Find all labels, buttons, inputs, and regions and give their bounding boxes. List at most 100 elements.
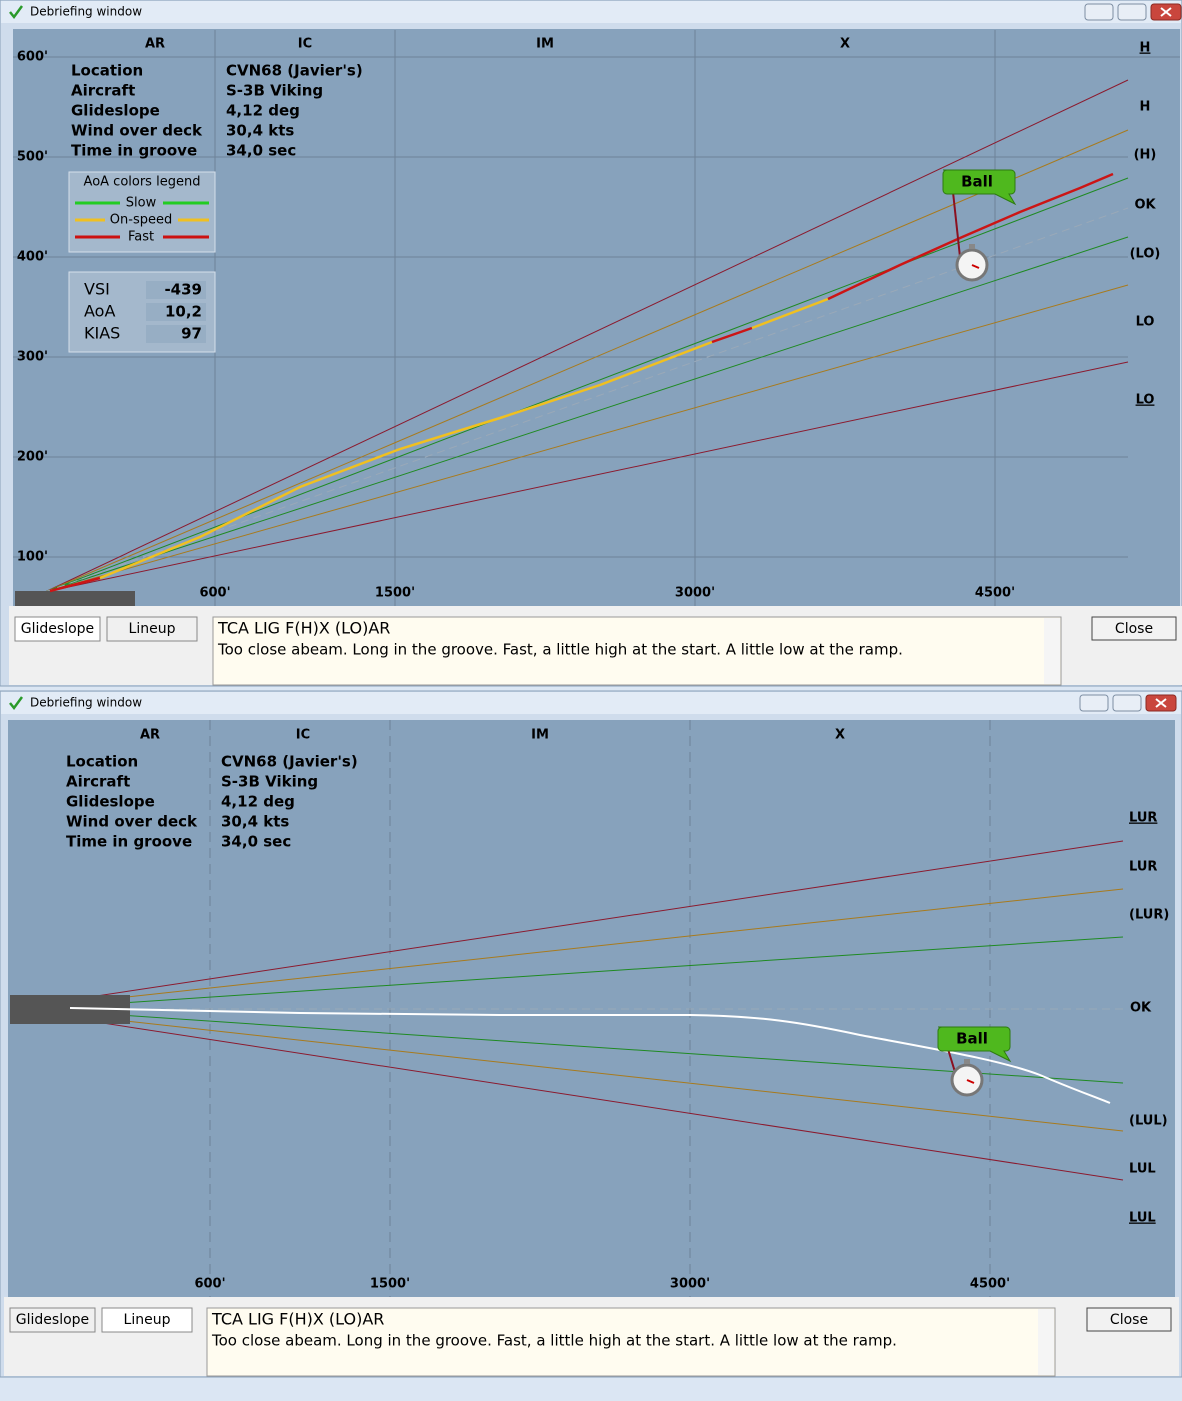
tab[interactable] — [106, 616, 198, 642]
deviation-label: OK — [1134, 198, 1156, 213]
line — [44, 284, 1129, 593]
readout-field — [146, 281, 206, 299]
x-axis-label: 600' — [199, 586, 230, 601]
y-axis-label: 200' — [17, 450, 48, 465]
deviation-label: OK — [1130, 1001, 1152, 1016]
y-axis-label: 300' — [17, 350, 48, 365]
aoa-legend-title: AoA colors legend — [84, 175, 201, 190]
comment-box — [206, 1307, 1056, 1377]
phase-label: IM — [536, 37, 554, 52]
phase-label: AR — [140, 728, 160, 743]
line — [44, 361, 1129, 593]
info-label: Glideslope — [71, 102, 160, 120]
maximize-button[interactable] — [1117, 3, 1147, 21]
tab[interactable] — [9, 1307, 96, 1333]
readout-value: -439 — [164, 281, 202, 299]
y-axis-label: 400' — [17, 250, 48, 265]
app-icon — [9, 5, 24, 20]
phase-label: X — [835, 728, 845, 743]
ball-label: Ball — [961, 173, 993, 191]
info-label: Location — [71, 62, 143, 80]
info-label: Wind over deck — [66, 813, 198, 831]
phase-label: X — [840, 37, 850, 52]
close-x — [1160, 7, 1172, 17]
phase-label: AR — [145, 37, 165, 52]
info-value: CVN68 (Javier's) — [221, 753, 358, 771]
deviation-label: H — [1140, 41, 1151, 56]
deviation-label: (LO) — [1130, 247, 1161, 262]
x-axis-label: 4500' — [970, 1277, 1010, 1292]
line — [44, 236, 1129, 593]
stopwatch-hand — [971, 264, 980, 269]
comment-box — [212, 616, 1062, 686]
tab-label: Glideslope — [21, 621, 94, 637]
phase-label: IM — [531, 728, 549, 743]
deviation-label: LO — [1136, 393, 1155, 408]
deviation-label: LUR — [1129, 811, 1157, 826]
info-value: 30,4 kts — [221, 813, 289, 831]
stopwatch-hand — [966, 1079, 975, 1084]
ball-pin — [947, 1048, 956, 1073]
window-title: Debriefing window — [30, 5, 142, 19]
x-axis-label: 3000' — [675, 586, 715, 601]
readout-field — [146, 303, 206, 321]
aoa-legend-item: Fast — [128, 230, 154, 245]
phase-label: IC — [296, 728, 310, 743]
stopwatch-crown — [969, 244, 975, 249]
tab[interactable] — [14, 616, 101, 642]
info-value: 34,0 sec — [221, 833, 291, 851]
line — [89, 888, 1124, 1002]
info-label: Wind over deck — [71, 122, 203, 140]
maximize-button[interactable] — [1112, 694, 1142, 712]
info-label: Aircraft — [71, 82, 135, 100]
aoa-legend-box — [68, 171, 216, 253]
close-button[interactable] — [1086, 1307, 1172, 1332]
info-label: Time in groove — [66, 833, 192, 851]
tab[interactable] — [101, 1307, 193, 1333]
line — [44, 79, 1129, 593]
info-value: 30,4 kts — [226, 122, 294, 140]
aoa-legend-item: On-speed — [110, 213, 172, 228]
scrollbar — [1044, 618, 1060, 684]
y-axis-label: 600' — [17, 50, 48, 65]
trajectory — [69, 1007, 1111, 1104]
tab-label: Glideslope — [16, 1312, 89, 1328]
plot-area — [8, 720, 1175, 1297]
x-axis-label: 4500' — [975, 586, 1015, 601]
deviation-label: (H) — [1134, 148, 1157, 163]
minimize-button[interactable] — [1084, 3, 1114, 21]
x-axis-label: 3000' — [670, 1277, 710, 1292]
info-label: Location — [66, 753, 138, 771]
app-icon — [9, 696, 24, 711]
line — [44, 129, 1129, 593]
readout-label: AoA — [84, 302, 115, 321]
line — [89, 840, 1124, 998]
minimize-button[interactable] — [1079, 694, 1109, 712]
phase-label: IC — [298, 37, 312, 52]
info-value: S-3B Viking — [226, 82, 323, 100]
deviation-label: LUL — [1129, 1162, 1156, 1177]
ball-callout — [937, 1026, 1012, 1063]
info-label: Glideslope — [66, 793, 155, 811]
window-title: Debriefing window — [30, 696, 142, 710]
ball-callout — [942, 169, 1017, 206]
ball-pin — [952, 191, 961, 258]
readout-label: VSI — [84, 280, 110, 299]
ball-label: Ball — [956, 1030, 988, 1048]
line — [89, 1016, 1124, 1132]
readout-field — [146, 325, 206, 343]
deviation-label: LUL — [1129, 1211, 1156, 1226]
trajectory-fast — [49, 576, 101, 593]
info-value: 4,12 deg — [221, 793, 295, 811]
deviation-label: LO — [1136, 315, 1155, 330]
tab-label: Lineup — [129, 621, 176, 637]
trajectory-onspeed — [99, 340, 713, 580]
line — [89, 1012, 1124, 1084]
readout-value: 10,2 — [165, 303, 202, 321]
grade: TCA LIG F(H)X (LO)AR — [211, 1310, 384, 1329]
info-label: Time in groove — [71, 142, 197, 160]
close-label: Close — [1110, 1312, 1148, 1328]
grade: TCA LIG F(H)X (LO)AR — [217, 619, 390, 638]
close-button[interactable] — [1091, 616, 1177, 641]
